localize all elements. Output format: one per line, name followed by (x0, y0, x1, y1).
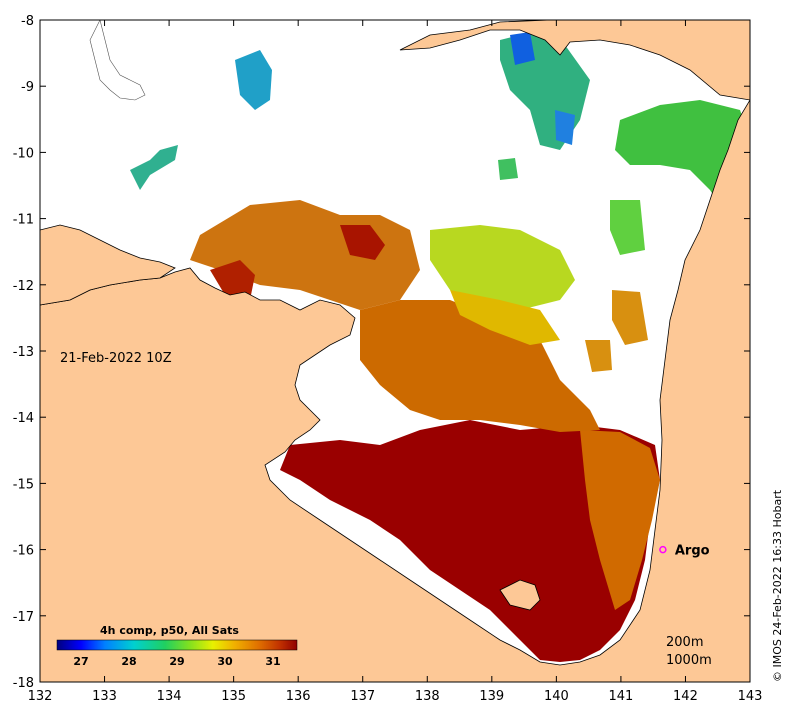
y-axis: -8 -9 -10 -11 -12 -13 -14 -15 -16 -17 -18 (13, 14, 750, 691)
x-tick-label: 140 (544, 689, 569, 704)
colorbar-ramp (56, 639, 298, 651)
x-tick-label: 143 (738, 689, 763, 704)
x-tick-label: 136 (286, 689, 311, 704)
sst-yellow-patch (450, 290, 560, 345)
argo-label: Argo (675, 544, 710, 559)
land-island-south (499, 579, 541, 611)
credit-text: © IMOS 24-Feb-2022 16:33 Hobart (771, 489, 784, 682)
x-tick-label: 137 (350, 689, 375, 704)
colorbar-title: 4h comp, p50, All Sats (100, 624, 239, 637)
x-tick-label: 138 (415, 689, 440, 704)
land (40, 20, 750, 682)
argo-marker[interactable] (659, 545, 667, 554)
sst-west-small (130, 145, 178, 190)
colorbar-tick-label: 31 (265, 655, 280, 668)
depth-legend-200: 200m (666, 635, 703, 650)
colorbar-tick-label: 30 (217, 655, 233, 668)
land-new-guinea (399, 20, 750, 101)
colorbar: 4h comp, p50, All Sats 27 28 29 30 31 (56, 624, 298, 668)
sst-data (130, 30, 750, 662)
sst-red-coast-2 (340, 225, 385, 260)
x-tick-label: 135 (221, 689, 246, 704)
x-tick-label: 142 (673, 689, 698, 704)
y-tick-label: -15 (13, 477, 34, 492)
sst-blue-patch (510, 32, 535, 65)
y-tick-label: -13 (13, 345, 34, 360)
colorbar-tick-label: 28 (121, 655, 136, 668)
x-tick-label: 139 (479, 689, 504, 704)
x-tick-label: 132 (28, 689, 53, 704)
colorbar-tick-label: 27 (73, 655, 88, 668)
y-tick-label: -16 (13, 544, 34, 559)
sst-nw-patch (235, 50, 272, 110)
land-northwest (40, 224, 176, 306)
sst-hot-region (280, 420, 660, 662)
x-axis: 132 133 134 135 136 137 138 139 140 141 142 143 (28, 20, 763, 704)
sst-green-yellow-region (430, 225, 575, 310)
y-tick-label: -10 (13, 146, 34, 161)
sst-blue-patch-2 (555, 110, 575, 145)
coastline-northwest (89, 20, 146, 101)
y-tick-label: -18 (13, 676, 34, 691)
sst-orange-east-2 (612, 290, 648, 345)
y-tick-label: -9 (21, 80, 34, 95)
sst-red-coast (210, 260, 255, 300)
y-tick-label: -14 (13, 411, 34, 426)
y-tick-label: -8 (21, 14, 34, 29)
colorbar-tick-label: 29 (169, 655, 184, 668)
colorbar-ticks: 27 28 29 30 31 (73, 655, 280, 668)
x-tick-label: 133 (92, 689, 117, 704)
y-tick-label: -17 (13, 610, 34, 625)
sst-central-region (360, 300, 600, 432)
y-tick-label: -12 (13, 279, 34, 294)
date-label: 21-Feb-2022 10Z (60, 351, 172, 366)
y-tick-label: -11 (13, 213, 34, 228)
sst-green-small-2 (498, 158, 518, 180)
land-arnhem-land (40, 99, 750, 682)
x-tick-label: 134 (157, 689, 182, 704)
x-tick-label: 141 (608, 689, 633, 704)
sst-east-band (580, 430, 660, 610)
depth-legend-1000: 1000m (666, 653, 712, 668)
sst-green-east-small (610, 200, 645, 255)
sst-orange-east (585, 340, 612, 372)
